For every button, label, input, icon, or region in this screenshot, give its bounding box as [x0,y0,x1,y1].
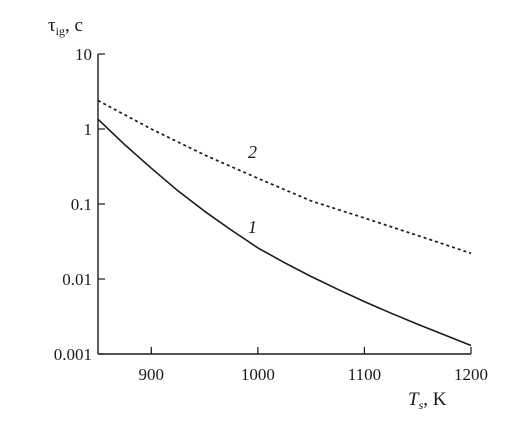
axes [97,54,471,355]
series-2-line [97,99,472,255]
ticks: 0.001 0.01 0.1 1 10 900 1000 1100 1200 [54,45,488,384]
series-2-label: 2 [248,142,257,162]
x-tick-label-0: 900 [139,365,165,384]
series [97,99,472,347]
y-tick-label-4: 10 [75,45,92,64]
series-1-label: 1 [248,217,257,237]
x-axis-title: Ts, K [408,389,447,412]
series-1-line [97,118,472,347]
y-tick-label-1: 0.01 [62,270,92,289]
x-tick-label-3: 1200 [454,365,488,384]
y-tick-label-2: 0.1 [71,195,92,214]
y-tick-label-0: 0.001 [54,345,92,364]
x-tick-label-2: 1100 [348,365,381,384]
y-tick-label-3: 1 [84,120,93,139]
x-tick-label-1: 1000 [241,365,275,384]
y-axis-title: τig, c [48,15,83,38]
